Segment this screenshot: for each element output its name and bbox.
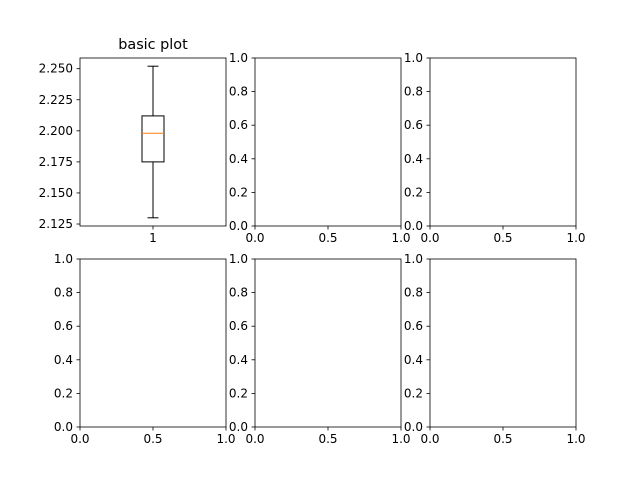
y-tick-label: 2.200 [39, 124, 73, 138]
y-tick-label: 0.8 [54, 286, 73, 300]
box-body [141, 115, 165, 163]
x-tick-label: 0.0 [420, 432, 439, 446]
axes-frame [429, 57, 577, 227]
axes-frame [254, 258, 402, 428]
y-tick-label: 0.2 [404, 185, 423, 199]
y-tick-label: 2.225 [39, 93, 73, 107]
y-tick-label: 2.125 [39, 217, 73, 231]
y-tick-label: 1.0 [229, 51, 248, 65]
subplot-2: 0.0 0.2 0.4 0.6 0.8 1.0 0.0 0.5 1.0 [229, 51, 411, 245]
subplot-3: 0.0 0.2 0.4 0.6 0.8 1.0 0.0 0.5 1.0 [404, 51, 586, 245]
x-tick-label: 0.0 [245, 432, 264, 446]
x-tick-label: 0.5 [493, 432, 512, 446]
x-tick-label: 0.5 [318, 231, 337, 245]
axes-frame [429, 258, 577, 428]
y-tick-label: 0.2 [229, 386, 248, 400]
y-tick-label: 0.4 [229, 152, 248, 166]
x-tick-label: 1.0 [566, 432, 585, 446]
y-tick-label: 0.8 [404, 286, 423, 300]
y-tick-label: 1.0 [404, 51, 423, 65]
x-tick-label: 0.0 [245, 231, 264, 245]
y-tick-label: 0.0 [404, 420, 423, 434]
subplot-4: 0.0 0.2 0.4 0.6 0.8 1.0 0.0 0.5 1.0 [54, 252, 236, 446]
axes-frame [79, 258, 227, 428]
y-tick-label: 0.0 [404, 219, 423, 233]
subplot-1: 2.125 2.150 2.175 2.200 2.225 2.250 1 basic plo… [39, 37, 227, 245]
y-tick-label: 0.2 [54, 386, 73, 400]
axes-frame [79, 57, 227, 227]
y-tick-label: 0.8 [229, 286, 248, 300]
y-tick-label: 0.6 [54, 319, 73, 333]
y-tick-label: 0.6 [404, 319, 423, 333]
y-tick-label: 0.0 [229, 219, 248, 233]
y-tick-label: 1.0 [404, 252, 423, 266]
y-tick-label: 2.175 [39, 155, 73, 169]
y-tick-label: 0.6 [404, 118, 423, 132]
y-tick-label: 0.6 [229, 319, 248, 333]
y-tick-label: 0.2 [404, 386, 423, 400]
y-tick-label: 0.8 [404, 85, 423, 99]
axes-frame [254, 57, 402, 227]
y-tick-label: 1.0 [54, 252, 73, 266]
y-tick-label: 0.4 [404, 353, 423, 367]
subplot-5: 0.0 0.2 0.4 0.6 0.8 1.0 0.0 0.5 1.0 [229, 252, 411, 446]
x-tick-label: 0.5 [493, 231, 512, 245]
y-tick-label: 2.150 [39, 186, 73, 200]
y-tick-label: 0.8 [229, 85, 248, 99]
x-tick-label: 1.0 [216, 432, 235, 446]
x-tick-label: 1.0 [566, 231, 585, 245]
y-tick-label: 2.250 [39, 62, 73, 76]
x-tick-label: 0.0 [70, 432, 89, 446]
y-tick-label: 1.0 [229, 252, 248, 266]
y-tick-label: 0.0 [229, 420, 248, 434]
y-tick-label: 0.0 [54, 420, 73, 434]
x-tick-label: 0.5 [143, 432, 162, 446]
y-tick-label: 0.4 [54, 353, 73, 367]
y-tick-label: 0.6 [229, 118, 248, 132]
x-tick-label: 1 [149, 231, 157, 245]
x-tick-label: 0.0 [420, 231, 439, 245]
y-tick-label: 0.4 [404, 152, 423, 166]
x-tick-label: 1.0 [391, 432, 410, 446]
y-tick-label: 0.2 [229, 185, 248, 199]
subplot-title: basic plot [118, 37, 188, 53]
x-tick-label: 1.0 [391, 231, 410, 245]
x-tick-label: 0.5 [318, 432, 337, 446]
subplot-6: 0.0 0.2 0.4 0.6 0.8 1.0 0.0 0.5 1.0 [404, 252, 586, 446]
y-tick-label: 0.4 [229, 353, 248, 367]
